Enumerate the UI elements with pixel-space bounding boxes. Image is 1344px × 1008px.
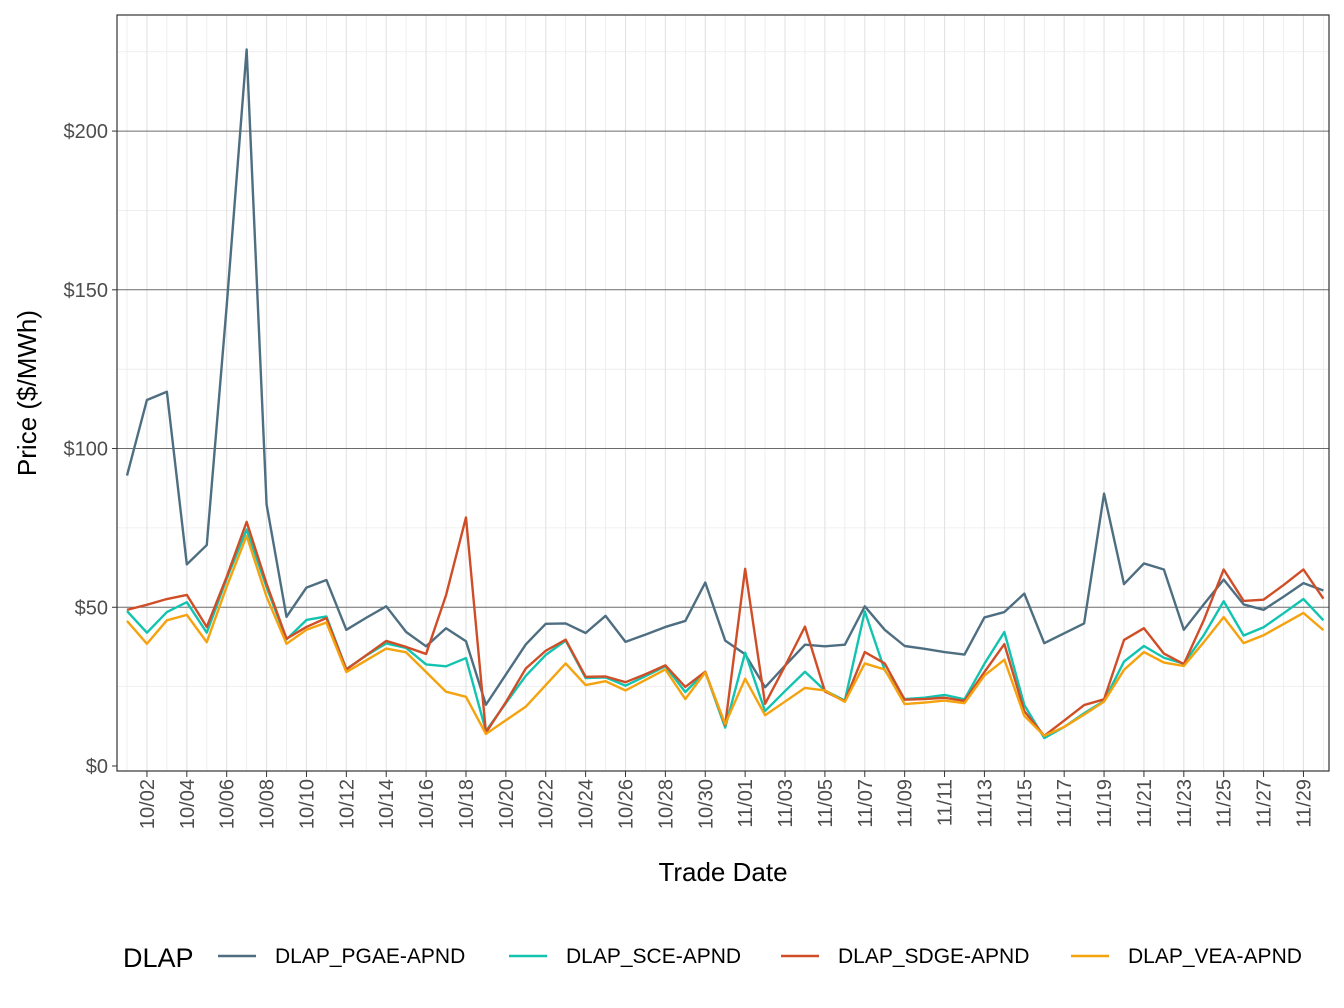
x-tick-label: 10/28 <box>655 779 677 829</box>
y-tick-label: $50 <box>75 597 108 619</box>
y-axis: $0 $50 $100 $150 $200 <box>64 121 117 778</box>
x-tick-label: 11/23 <box>1174 779 1196 828</box>
x-tick-label: 11/07 <box>855 779 877 828</box>
x-tick-label: 11/17 <box>1054 779 1076 828</box>
x-tick-label: 10/12 <box>336 779 358 829</box>
x-tick-label: 11/13 <box>974 779 996 828</box>
x-axis-title: Trade Date <box>658 857 787 887</box>
x-tick-label: 10/10 <box>296 779 318 829</box>
x-tick-label: 10/14 <box>376 779 398 829</box>
x-tick-label: 11/05 <box>815 779 837 828</box>
x-tick-label: 11/29 <box>1293 779 1315 828</box>
legend-label: DLAP_PGAE-APND <box>275 945 465 968</box>
series-lines <box>125 48 1325 740</box>
x-tick-label: 10/02 <box>137 779 159 829</box>
legend-title: DLAP <box>123 943 194 973</box>
series-line <box>125 48 1324 706</box>
x-tick-label: 10/26 <box>616 779 638 829</box>
y-tick-label: $150 <box>64 280 109 302</box>
x-tick-label: 10/20 <box>496 779 518 829</box>
plot-background <box>117 15 1329 771</box>
y-tick-label: $200 <box>64 121 109 143</box>
x-tick-label: 10/08 <box>257 779 279 829</box>
legend-label: DLAP_SCE-APND <box>566 945 741 968</box>
x-tick-label: 10/18 <box>456 779 478 829</box>
x-tick-label: 11/21 <box>1134 779 1156 828</box>
plot-border <box>116 14 1330 772</box>
x-tick-label: 10/04 <box>177 779 199 829</box>
legend-label: DLAP_SDGE-APND <box>838 945 1029 968</box>
legend: DLAP DLAP_PGAE-APND DLAP_SCE-APND DLAP_SDG… <box>123 943 1302 973</box>
y-tick-label: $0 <box>86 756 108 778</box>
x-tick-label: 10/22 <box>536 779 558 829</box>
x-tick-label: 11/27 <box>1254 779 1276 828</box>
x-tick-label: 11/09 <box>895 779 917 828</box>
x-tick-label: 11/03 <box>775 779 797 828</box>
y-tick-label: $100 <box>64 439 109 461</box>
x-tick-label: 10/30 <box>695 779 717 829</box>
x-tick-label: 11/11 <box>935 779 957 826</box>
x-tick-label: 11/25 <box>1214 779 1236 828</box>
x-tick-label: 10/16 <box>416 779 438 829</box>
x-tick-label: 10/24 <box>576 779 598 829</box>
x-tick-label: 11/15 <box>1014 779 1036 828</box>
y-axis-title: Price ($/MWh) <box>12 310 42 476</box>
x-tick-label: 11/19 <box>1094 779 1116 828</box>
x-tick-label: 10/06 <box>217 779 239 829</box>
series-line <box>126 534 1325 738</box>
series-line <box>126 528 1325 740</box>
x-tick-label: 11/01 <box>735 779 757 828</box>
legend-label: DLAP_VEA-APND <box>1128 945 1302 968</box>
x-axis: 10/02 10/04 10/06 10/08 10/10 10/12 10/14 10/16… <box>137 771 1315 829</box>
